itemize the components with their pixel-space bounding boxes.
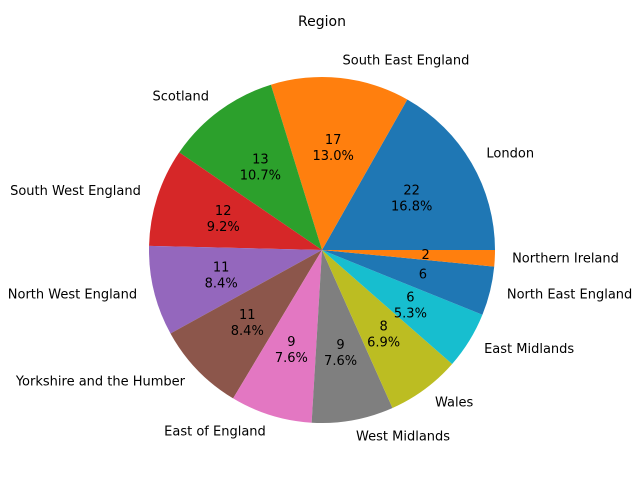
slice-percent: 13.0%: [313, 149, 354, 164]
slice-value-label: 13 10.7%: [240, 152, 281, 183]
slice-percent: 9.2%: [207, 220, 240, 235]
slice-value-label: 2: [422, 248, 430, 263]
pie-slice-south-west-england: [149, 152, 322, 250]
slice-label: South East England: [342, 53, 469, 68]
pie-slice-north-west-england: [149, 245, 322, 334]
slice-label: East of England: [164, 424, 266, 439]
slice-value: 17: [325, 133, 342, 148]
slice-value: 22: [403, 184, 420, 199]
slice-label: West Midlands: [356, 430, 450, 445]
pie-slice-north-east-england: [322, 250, 495, 315]
pie-slice-wales: [322, 250, 453, 408]
slice-percent: 5.3%: [394, 306, 427, 321]
slice-value-label: 12 9.2%: [207, 204, 240, 235]
slice-value-label: 9 7.6%: [324, 338, 357, 369]
slice-value-label: 11 8.4%: [231, 308, 264, 339]
slice-percent: 7.6%: [275, 351, 308, 366]
slice-percent: 8.4%: [205, 277, 238, 292]
slice-value: 6: [419, 268, 427, 283]
slice-value-label: 11 8.4%: [205, 261, 238, 292]
slice-percent: 7.6%: [324, 354, 357, 369]
pie-slice-south-east-england: [270, 77, 408, 251]
slice-label: Yorkshire and the Humber: [15, 375, 186, 390]
slice-value: 8: [379, 320, 387, 335]
slice-value: 9: [287, 335, 295, 350]
slice-label: Northern Ireland: [512, 252, 619, 267]
pie-slice-east-midlands: [322, 250, 483, 365]
slice-percent: 8.4%: [231, 324, 264, 339]
slice-label: South West England: [10, 184, 141, 199]
pie-slice-london: [322, 99, 495, 250]
slice-value-label: 6: [419, 268, 427, 283]
slice-value-label: 6 5.3%: [394, 290, 427, 321]
slice-value-label: 17 13.0%: [313, 133, 354, 164]
pie-labels: London 22 16.8% South East England 17 13.0% Sc…: [8, 53, 633, 444]
slice-label: London: [486, 147, 534, 162]
slice-value-label: 22 16.8%: [391, 184, 432, 215]
slice-label: North East England: [507, 288, 632, 303]
slice-value: 11: [239, 308, 256, 323]
slice-value: 6: [406, 290, 414, 305]
slice-percent: 16.8%: [391, 200, 432, 215]
slice-percent: 10.7%: [240, 168, 281, 183]
slice-value-label: 8 6.9%: [367, 320, 400, 351]
slice-label: Wales: [435, 396, 474, 411]
slice-value: 11: [213, 261, 230, 276]
pie-slice-scotland: [179, 84, 322, 250]
slice-percent: 6.9%: [367, 336, 400, 351]
pie-slices: [149, 77, 495, 424]
slice-label: Scotland: [153, 89, 210, 104]
slice-value: 13: [252, 152, 269, 167]
pie-slice-northern-ireland: [322, 250, 495, 267]
chart-title: Region: [298, 14, 346, 30]
pie-slice-east-of-england: [233, 250, 322, 423]
slice-value: 12: [215, 204, 232, 219]
slice-label: North West England: [8, 288, 137, 303]
pie-slice-yorkshire-and-the-humber: [170, 250, 322, 399]
pie-slice-west-midlands: [311, 250, 393, 424]
slice-value: 9: [336, 338, 344, 353]
slice-label: East Midlands: [484, 342, 574, 357]
slice-value: 2: [422, 248, 430, 263]
slice-value-label: 9 7.6%: [275, 335, 308, 366]
